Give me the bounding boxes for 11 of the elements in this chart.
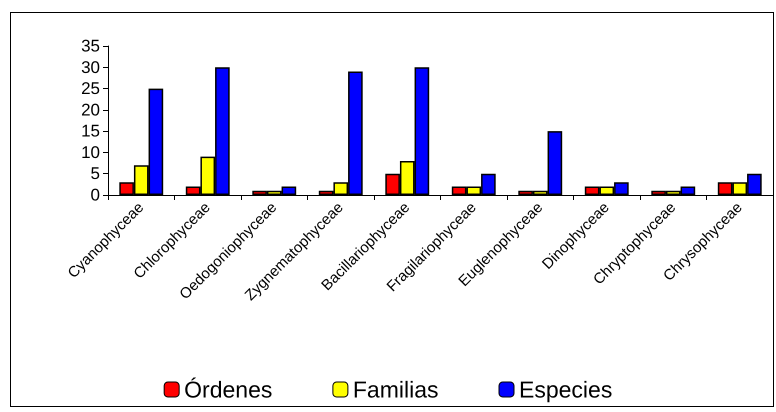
y-tick-label: 35 — [81, 36, 100, 56]
legend-label: Especies — [519, 376, 612, 402]
legend-label: Órdenes — [184, 376, 272, 402]
y-tick-label: 15 — [81, 122, 100, 141]
y-tick-label: 30 — [81, 58, 100, 77]
y-tick-label: 10 — [81, 142, 100, 162]
y-tick-label: 0 — [90, 186, 100, 204]
legend-label: Familias — [352, 376, 439, 402]
y-tick-label: 5 — [90, 164, 100, 184]
y-tick-label: 20 — [81, 100, 100, 120]
y-tick-label: 25 — [81, 79, 100, 98]
